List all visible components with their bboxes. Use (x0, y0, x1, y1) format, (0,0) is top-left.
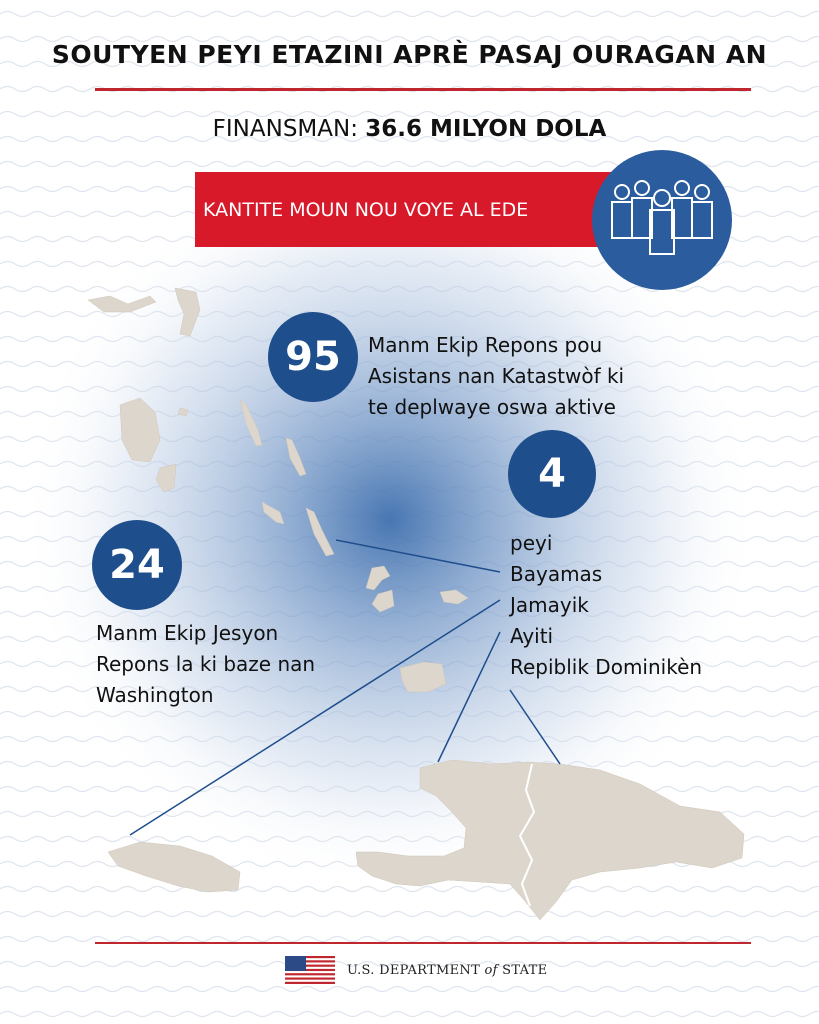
country-haiti: Ayiti (510, 624, 554, 648)
wave-line (0, 35, 819, 43)
deployed-line-3: te deplwaye oswa aktive (368, 395, 616, 419)
wave-line (0, 110, 819, 118)
page-title: SOUTYEN PEYI ETAZINI APRÈ PASAJ OURAGAN … (51, 40, 768, 69)
washington-description: Manm Ekip Jesyon Repons la ki baze nan W… (96, 618, 315, 711)
washington-line-2: Repons la ki baze nan (96, 652, 316, 676)
deployed-description: Manm Ekip Repons pou Asistans nan Katast… (368, 330, 624, 423)
island-grand-bahama (87, 295, 157, 313)
department-of-state-wordmark: U.S. DEPARTMENT of STATE (347, 963, 547, 978)
countries-count: 4 (538, 451, 566, 497)
haiti-dr-border (518, 763, 536, 907)
us-flag-icon (285, 956, 335, 984)
wave-line (0, 985, 819, 993)
island-small-1 (155, 463, 177, 493)
title-divider (95, 88, 751, 91)
wave-line (0, 960, 819, 968)
countries-count-badge: 4 (508, 430, 596, 518)
footer-divider (95, 942, 751, 944)
island-inagua (371, 589, 395, 613)
footer: U.S. DEPARTMENT of STATE (285, 956, 547, 984)
funding-line: FINANSMAN: 36.6 MILYON DOLA (0, 116, 819, 142)
countries-unit: peyi (510, 531, 553, 555)
connector-jamaica (129, 599, 501, 836)
island-cat (261, 501, 285, 525)
deployed-count-badge: 95 (268, 312, 358, 402)
island-turks (399, 661, 447, 693)
banner-label: KANTITE MOUN NOU VOYE AL EDE (203, 198, 529, 221)
country-dominican-republic: Repiblik Dominikèn (510, 655, 703, 679)
deployed-line-2: Asistans nan Katastwòf ki (368, 364, 625, 388)
island-small-2 (177, 407, 189, 417)
connector-dr (509, 689, 561, 765)
connector-haiti (437, 631, 501, 763)
dos-of: of (484, 962, 498, 978)
connector-bahamas (335, 539, 501, 573)
wave-line (0, 1010, 819, 1018)
wave-line (0, 135, 819, 143)
countries-list: peyi Bayamas Jamayik Ayiti Repiblik Domi… (510, 528, 702, 683)
country-jamaica: Jamayik (510, 593, 589, 617)
deployed-line-1: Manm Ekip Repons pou (368, 333, 603, 357)
personnel-banner: KANTITE MOUN NOU VOYE AL EDE (195, 172, 625, 247)
island-andros (119, 397, 161, 463)
washington-line-1: Manm Ekip Jesyon (96, 621, 279, 645)
island-long (305, 507, 335, 557)
wave-line (0, 60, 819, 68)
island-mayaguana (439, 589, 469, 605)
washington-line-3: Washington (96, 683, 214, 707)
dos-prefix: U.S. DEPARTMENT (347, 962, 481, 978)
people-group-icon (592, 150, 732, 290)
washington-count: 24 (109, 542, 165, 588)
island-eleuthera (239, 399, 263, 447)
funding-label: FINANSMAN: (212, 116, 358, 142)
dos-suffix: STATE (502, 962, 548, 978)
island-abaco (174, 287, 201, 337)
island-hispaniola (355, 759, 745, 921)
island-exuma (285, 437, 307, 477)
island-acklins (365, 565, 391, 591)
deployed-count: 95 (285, 334, 341, 380)
wave-line (0, 10, 819, 18)
country-bahamas: Bayamas (510, 562, 603, 586)
funding-amount: 36.6 MILYON DOLA (365, 116, 607, 142)
washington-count-badge: 24 (92, 520, 182, 610)
island-jamaica (107, 841, 241, 893)
